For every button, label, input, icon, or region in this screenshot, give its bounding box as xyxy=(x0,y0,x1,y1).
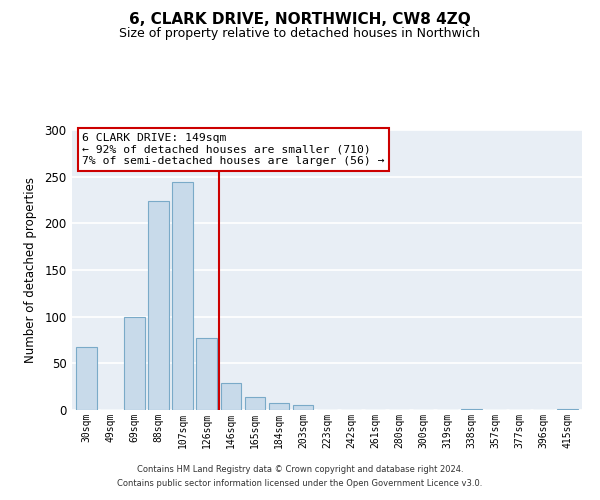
Bar xyxy=(221,383,241,410)
Text: 6, CLARK DRIVE, NORTHWICH, CW8 4ZQ: 6, CLARK DRIVE, NORTHWICH, CW8 4ZQ xyxy=(129,12,471,28)
Bar xyxy=(269,402,289,410)
Bar xyxy=(196,338,217,410)
Bar xyxy=(76,346,97,410)
Text: Size of property relative to detached houses in Northwich: Size of property relative to detached ho… xyxy=(119,28,481,40)
Bar xyxy=(461,409,482,410)
Bar xyxy=(293,406,313,410)
Bar xyxy=(148,201,169,410)
Bar xyxy=(245,397,265,410)
Bar xyxy=(172,182,193,410)
Text: 6 CLARK DRIVE: 149sqm
← 92% of detached houses are smaller (710)
7% of semi-deta: 6 CLARK DRIVE: 149sqm ← 92% of detached … xyxy=(82,133,385,166)
Bar xyxy=(124,316,145,410)
Text: Contains HM Land Registry data © Crown copyright and database right 2024.
Contai: Contains HM Land Registry data © Crown c… xyxy=(118,466,482,487)
Y-axis label: Number of detached properties: Number of detached properties xyxy=(24,177,37,363)
Bar xyxy=(557,409,578,410)
